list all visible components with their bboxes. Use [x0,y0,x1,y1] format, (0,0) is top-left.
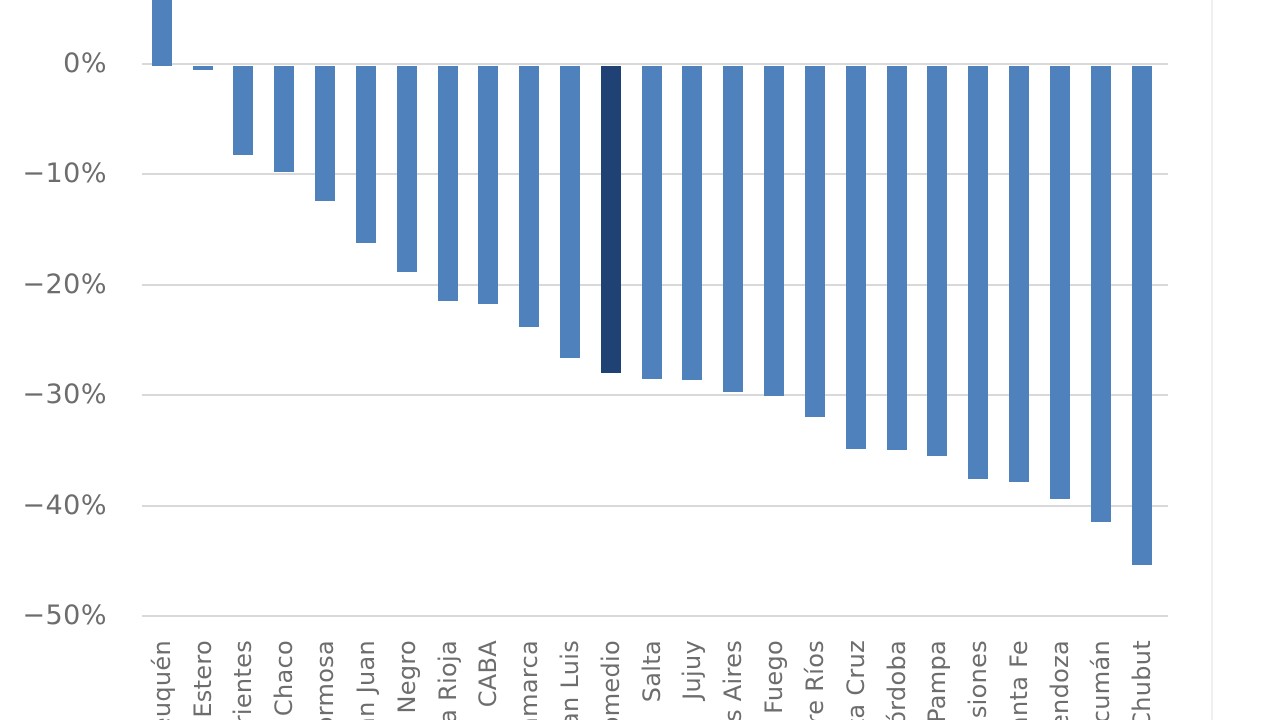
x-axis-label: Mendoza [1045,640,1074,720]
x-axis-label: T. del Fuego [760,640,789,720]
bar [233,66,254,155]
x-axis-label: Sgo. del Estero [189,640,217,720]
x-axis-label: Río Negro [392,640,421,720]
x-axis-label: Promedio [596,640,625,720]
y-axis-tick-label: −30% [22,379,107,411]
x-axis-label: Entre Ríos [800,640,829,720]
bar [151,0,172,66]
bar [315,66,336,201]
bar [968,66,989,480]
x-axis-label: Chaco [270,640,299,717]
bar [927,66,948,456]
x-axis-label: Neuquén [147,640,176,720]
x-axis-label: Salta [637,640,666,703]
y-axis-tick-label: −20% [22,268,107,300]
bar [1090,66,1111,523]
x-axis-label: San Juan [351,640,380,720]
gridline [142,63,1168,65]
bar [845,66,866,450]
bar [1049,66,1070,499]
bar [1131,66,1152,566]
x-axis-label: Santa Fe [1005,640,1034,720]
chart-right-edge-line [1211,0,1213,720]
x-axis-label: Formosa [311,640,340,720]
x-axis-label: Santa Cruz [841,640,870,720]
bar [519,66,540,327]
x-axis-label: CABA [474,640,503,708]
gridline [142,504,1168,507]
y-axis-tick-label: 0% [63,48,107,79]
bar [396,66,417,272]
y-axis-tick-label: −40% [22,489,107,521]
bar-highlight-promedio [600,66,621,374]
bar [437,66,458,302]
bar [886,66,907,451]
bar [274,66,295,173]
y-axis-tick-label: −10% [22,158,107,190]
bar [764,66,785,397]
x-axis-label: Córdoba [882,640,911,720]
x-axis-label: San Luis [556,640,584,720]
bar [560,66,580,358]
gridline [142,394,1168,397]
x-axis-label: Misiones [964,640,993,720]
bar [723,66,744,392]
y-axis-tick-label: −50% [22,600,107,631]
x-axis-label: Tucumán [1086,640,1115,720]
bar [192,66,213,70]
bar [641,66,662,379]
bar [682,66,703,380]
x-axis-label: Chubut [1127,640,1156,720]
x-axis-label: Buenos Aires [719,640,748,720]
x-axis-label: Jujuy [678,640,707,700]
x-axis-label: Corrientes [229,640,258,720]
bar [478,66,499,304]
x-axis-label: La Pampa [923,640,952,720]
gridline [142,615,1168,617]
bar [804,66,825,418]
x-axis-label: La Rioja [433,640,462,720]
bar [1009,66,1030,483]
bar [355,66,376,243]
x-axis-label: Catamarca [515,640,544,720]
